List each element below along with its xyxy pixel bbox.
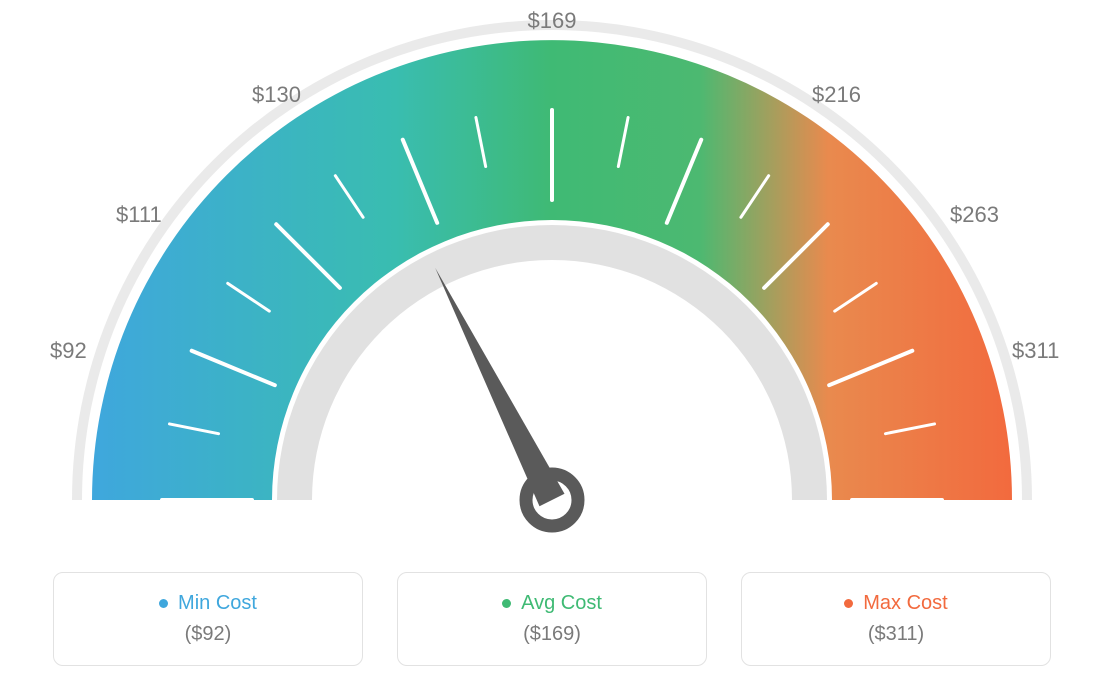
legend-label-avg: Avg Cost bbox=[521, 592, 602, 615]
cost-gauge: $92 $111 $130 $169 $216 $263 $311 bbox=[22, 0, 1082, 560]
legend-dot-min bbox=[159, 599, 168, 608]
legend-dot-avg bbox=[502, 599, 511, 608]
legend-value-avg: ($169) bbox=[523, 623, 581, 646]
legend-top: Min Cost bbox=[159, 592, 257, 615]
gauge-tick-label: $130 bbox=[252, 82, 301, 108]
legend-card-avg: Avg Cost ($169) bbox=[397, 572, 707, 666]
gauge-tick-label: $216 bbox=[812, 82, 861, 108]
gauge-tick-label: $311 bbox=[1012, 338, 1059, 364]
gauge-tick-label: $263 bbox=[950, 202, 999, 228]
legend-value-max: ($311) bbox=[868, 623, 924, 646]
legend-card-max: Max Cost ($311) bbox=[741, 572, 1051, 666]
gauge-svg bbox=[22, 0, 1082, 560]
legend-label-min: Min Cost bbox=[178, 592, 257, 615]
legend-value-min: ($92) bbox=[185, 623, 232, 646]
gauge-tick-label: $111 bbox=[116, 202, 162, 228]
legend-dot-max bbox=[844, 599, 853, 608]
legend-top: Avg Cost bbox=[502, 592, 602, 615]
legend-label-max: Max Cost bbox=[863, 592, 947, 615]
legend-top: Max Cost bbox=[844, 592, 947, 615]
gauge-tick-label: $92 bbox=[50, 338, 87, 364]
legend: Min Cost ($92) Avg Cost ($169) Max Cost … bbox=[53, 572, 1051, 666]
legend-card-min: Min Cost ($92) bbox=[53, 572, 363, 666]
gauge-tick-label: $169 bbox=[528, 8, 577, 34]
